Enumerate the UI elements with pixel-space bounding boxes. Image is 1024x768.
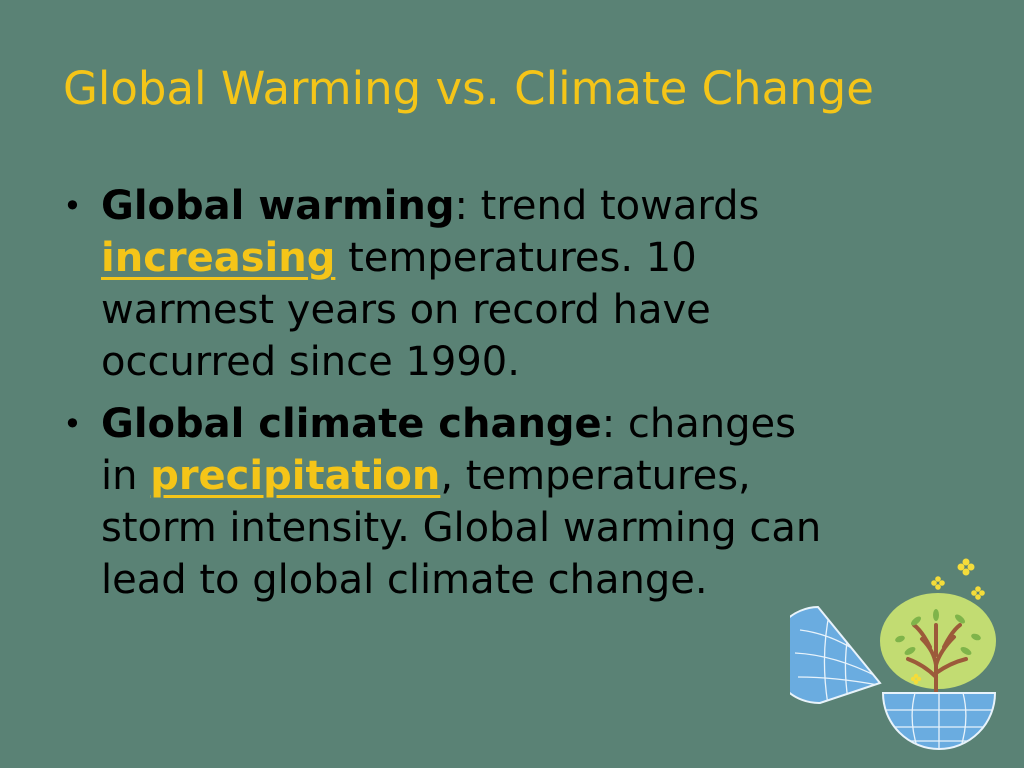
bullet-line: in precipitation, temperatures,: [101, 450, 943, 502]
bullet-line: lead to global climate change.: [101, 557, 708, 603]
bullet-line: increasing temperatures. 10: [101, 232, 943, 284]
globe-lower-half: [881, 692, 997, 750]
bullet-line: storm intensity. Global warming can: [101, 505, 822, 551]
flower-icon: [910, 558, 985, 685]
bullet-global-warming: • Global warming: trend towards increasi…: [63, 180, 943, 388]
highlight-precipitation: precipitation: [150, 453, 441, 499]
bullet-line: Global warming: trend towards: [101, 180, 943, 232]
tree-icon: [880, 593, 996, 695]
slide-title: Global Warming vs. Climate Change: [63, 62, 874, 115]
term-global-warming: Global warming: [101, 183, 455, 229]
bullet-line: warmest years on record have: [101, 287, 711, 333]
bullet-line: occurred since 1990.: [101, 339, 520, 385]
bullet-global-climate-change: • Global climate change: changes in prec…: [63, 398, 943, 606]
globe-tree-icon: [790, 558, 997, 750]
definition-text: : trend towards: [454, 183, 760, 229]
bullet-dot: •: [63, 187, 82, 225]
globe-upper-half: [790, 605, 882, 705]
definition-text: temperatures. 10: [335, 235, 697, 281]
bullet-line: Global climate change: changes: [101, 398, 943, 450]
definition-text: : changes: [601, 401, 796, 447]
definition-text: , temperatures,: [440, 453, 751, 499]
highlight-increasing: increasing: [101, 235, 336, 281]
bullet-dot: •: [63, 405, 82, 443]
definition-text: in: [101, 453, 151, 499]
bullet-list: • Global warming: trend towards increasi…: [63, 180, 943, 616]
term-global-climate-change: Global climate change: [101, 401, 602, 447]
